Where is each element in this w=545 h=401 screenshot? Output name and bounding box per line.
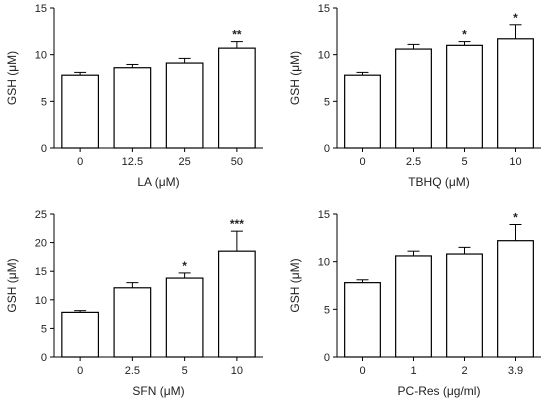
- y-tick-label: 0: [41, 143, 47, 155]
- x-axis-label: SFN (μM): [132, 384, 184, 398]
- bar: [113, 287, 152, 358]
- y-axis-label: GSH (μM): [288, 258, 302, 312]
- y-tick-label: 10: [35, 295, 47, 307]
- x-tick-label: 10: [509, 156, 521, 168]
- bar: [61, 74, 100, 149]
- y-tick-label: 0: [41, 352, 47, 364]
- x-tick-label: 0: [359, 156, 365, 168]
- chart-panel-3: 0 5 10 15 20 25 0 2.5 5 * 10 *** SFN (μM) GSH (μM): [5, 209, 263, 398]
- significance-label: *: [513, 210, 518, 224]
- y-tick-label: 20: [35, 238, 47, 250]
- chart-panel-1: 0 5 10 15 0 12.5 25 50 ** LA (μM) GSH (μM): [5, 3, 263, 189]
- bar: [446, 44, 483, 149]
- x-tick-label: 5: [182, 365, 188, 377]
- significance-label: *: [513, 11, 518, 25]
- bar: [344, 282, 381, 358]
- y-tick-label: 10: [318, 50, 330, 62]
- chart-panel-4: 0 5 10 15 0 1 2 3.9 * PC-Res (μg/ml) GSH (μM): [288, 209, 541, 398]
- y-tick-label: 5: [324, 96, 330, 108]
- significance-label: *: [182, 259, 187, 273]
- y-tick-label: 5: [41, 96, 47, 108]
- y-tick-label: 15: [318, 209, 330, 221]
- y-tick-label: 5: [324, 304, 330, 316]
- x-tick-label: 12.5: [122, 156, 143, 168]
- bar: [61, 311, 100, 358]
- x-tick-label: 5: [461, 156, 467, 168]
- x-axis-label: LA (μM): [137, 175, 179, 189]
- y-tick-label: 5: [41, 323, 47, 335]
- x-axis-label: PC-Res (μg/ml): [398, 384, 481, 398]
- chart-panel-2: 0 5 10 15 0 2.5 5 * 10 * TBHQ (μM) GSH (μM): [288, 3, 541, 189]
- y-axis-label: GSH (μM): [5, 258, 19, 312]
- significance-label: *: [462, 28, 467, 42]
- x-tick-label: 0: [359, 365, 365, 377]
- y-tick-label: 15: [35, 266, 47, 278]
- x-axis-label: TBHQ (μM): [408, 175, 470, 189]
- x-tick-label: 50: [231, 156, 243, 168]
- y-tick-label: 10: [35, 50, 47, 62]
- bar: [395, 48, 432, 149]
- bar: [165, 62, 204, 149]
- y-tick-label: 0: [324, 143, 330, 155]
- bar: [165, 277, 204, 358]
- y-axis-label: GSH (μM): [5, 51, 19, 105]
- significance-label: ***: [230, 217, 244, 231]
- bar: [344, 74, 381, 149]
- y-tick-label: 25: [35, 209, 47, 221]
- bar: [217, 250, 256, 358]
- x-tick-label: 25: [179, 156, 191, 168]
- x-tick-label: 0: [77, 156, 83, 168]
- significance-label: **: [232, 28, 242, 42]
- bar: [446, 253, 483, 358]
- y-tick-label: 10: [318, 257, 330, 269]
- y-tick-label: 15: [35, 3, 47, 15]
- x-tick-label: 2: [461, 365, 467, 377]
- bar: [497, 38, 534, 149]
- x-tick-label: 2.5: [406, 156, 421, 168]
- x-tick-label: 3.9: [508, 365, 523, 377]
- x-tick-label: 1: [410, 365, 416, 377]
- bar: [113, 67, 152, 149]
- y-tick-label: 15: [318, 3, 330, 15]
- bar: [395, 255, 432, 358]
- bar: [497, 240, 534, 358]
- y-tick-label: 0: [324, 352, 330, 364]
- x-tick-label: 10: [231, 365, 243, 377]
- x-tick-label: 2.5: [125, 365, 140, 377]
- y-axis-label: GSH (μM): [288, 51, 302, 105]
- x-tick-label: 0: [77, 365, 83, 377]
- bar: [217, 47, 256, 149]
